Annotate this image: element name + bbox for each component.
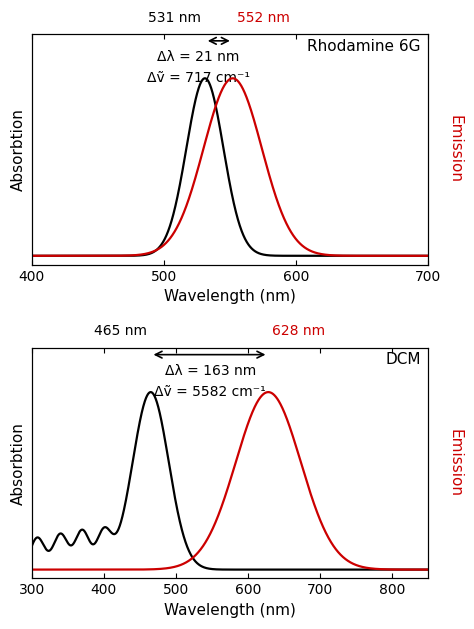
- Text: DCM: DCM: [385, 352, 420, 367]
- Text: Δλ = 163 nm: Δλ = 163 nm: [164, 364, 256, 378]
- Text: Rhodamine 6G: Rhodamine 6G: [307, 38, 420, 53]
- Text: Δṽ = 717 cm⁻¹: Δṽ = 717 cm⁻¹: [147, 71, 250, 85]
- Y-axis label: Emission: Emission: [448, 429, 463, 497]
- Text: Δλ = 21 nm: Δλ = 21 nm: [157, 50, 239, 64]
- Y-axis label: Emission: Emission: [448, 115, 463, 183]
- X-axis label: Wavelength (nm): Wavelength (nm): [164, 289, 296, 304]
- X-axis label: Wavelength (nm): Wavelength (nm): [164, 603, 296, 618]
- Y-axis label: Absorbtion: Absorbtion: [11, 108, 26, 191]
- Text: 531 nm: 531 nm: [148, 11, 201, 25]
- Text: 628 nm: 628 nm: [272, 325, 325, 338]
- Text: Δṽ = 5582 cm⁻¹: Δṽ = 5582 cm⁻¹: [155, 385, 266, 399]
- Text: 465 nm: 465 nm: [94, 325, 147, 338]
- Text: 552 nm: 552 nm: [237, 11, 290, 25]
- Y-axis label: Absorbtion: Absorbtion: [11, 421, 26, 504]
